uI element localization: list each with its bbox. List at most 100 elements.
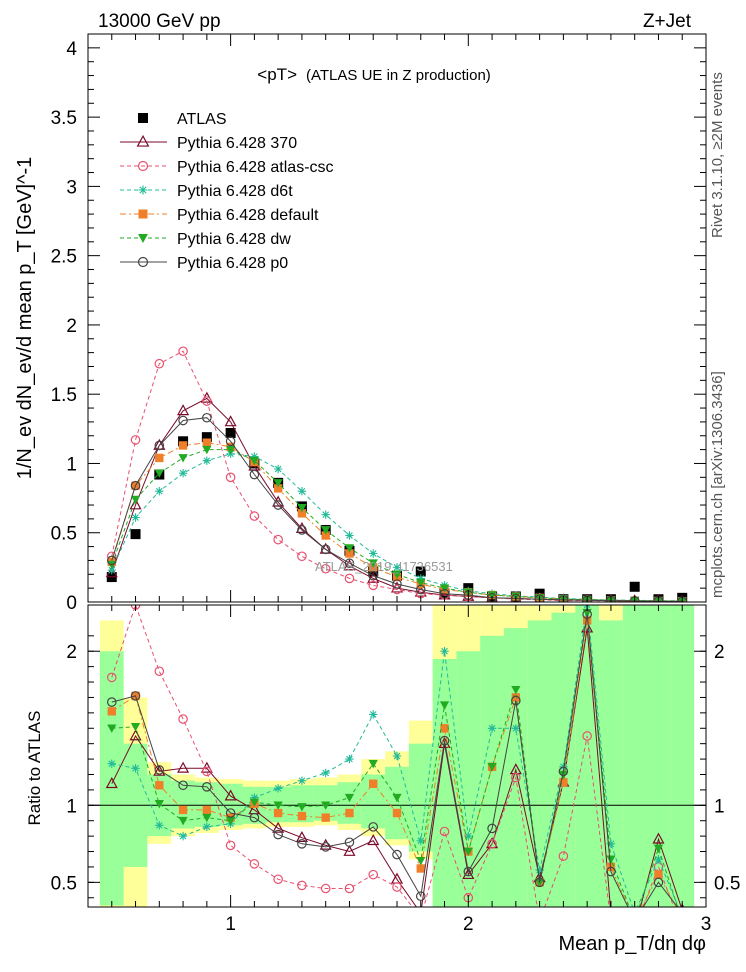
ratio-series-line <box>111 628 682 907</box>
ratio-data-point <box>392 849 402 860</box>
ratio-y-tick-label-right: 0.5 <box>714 873 740 894</box>
ratio-data-point <box>630 909 638 917</box>
ratio-green-band <box>408 743 433 852</box>
main-data-point <box>177 404 190 416</box>
legend-label: Pythia 6.428 dw <box>177 231 291 248</box>
main-y-tick-label: 0 <box>66 593 77 614</box>
ratio-data-point <box>392 882 402 892</box>
main-data-point <box>154 469 164 478</box>
ratio-data-point <box>297 839 307 849</box>
main-data-point <box>392 584 402 595</box>
ratio-data-point <box>440 724 449 733</box>
main-data-point <box>225 445 236 455</box>
ratio-data-point <box>678 924 686 932</box>
ratio-data-point <box>582 731 592 741</box>
main-data-point <box>249 469 260 480</box>
ratio-data-point <box>249 812 260 823</box>
main-data-point <box>629 581 640 592</box>
main-y-tick-label: 2 <box>66 316 77 337</box>
main-data-point <box>416 574 425 583</box>
ratio-data-point <box>106 672 117 683</box>
legend-marker <box>137 160 149 172</box>
ratio-data-point <box>225 816 236 826</box>
ratio-data-point <box>129 729 142 741</box>
ratio-y-tick-label: 0.5 <box>51 873 77 894</box>
main-data-point <box>321 531 330 540</box>
ratio-data-point <box>178 780 188 791</box>
chart-subtitle: (ATLAS UE in Z production) <box>306 67 491 84</box>
main-data-point <box>321 510 330 519</box>
ratio-data-point <box>319 838 332 850</box>
ratio-data-point <box>202 813 212 823</box>
main-data-point <box>369 549 378 558</box>
ratio-data-point <box>344 883 355 894</box>
ratio-data-point <box>344 793 355 803</box>
ratio-green-band <box>361 774 386 829</box>
ratio-data-point <box>630 923 640 932</box>
main-data-point <box>130 495 141 505</box>
ratio-data-point <box>273 808 283 818</box>
ratio-data-point <box>297 776 307 785</box>
main-data-point <box>415 566 426 577</box>
main-data-point <box>368 580 379 591</box>
main-data-point <box>297 551 307 562</box>
main-y-tick-label: 4 <box>66 39 77 60</box>
main-data-point <box>224 415 237 427</box>
main-y-tick-label: 1.5 <box>51 385 77 406</box>
main-y-tick-label: 3 <box>66 177 77 198</box>
ratio-data-point <box>487 823 497 834</box>
main-data-point <box>321 526 331 535</box>
ratio-data-point <box>225 808 236 818</box>
legend-entry-4: Pythia 6.428 default <box>120 207 319 224</box>
main-data-point <box>155 486 164 496</box>
ratio-data-point <box>417 914 425 922</box>
main-data-point <box>392 563 402 572</box>
ratio-data-point <box>606 839 616 849</box>
main-data-point <box>487 593 497 602</box>
main-y-tick-label: 1 <box>66 454 77 475</box>
ratio-data-point <box>630 924 638 932</box>
ratio-green-band <box>527 620 552 907</box>
main-data-point <box>202 438 212 447</box>
ratio-data-point <box>511 695 521 706</box>
ratio-data-point <box>106 697 117 707</box>
ratio-data-point <box>487 724 497 733</box>
energy-label: 13000 GeV pp <box>98 11 221 32</box>
legend-marker <box>137 256 149 268</box>
ratio-data-point <box>653 844 664 854</box>
main-y-axis-label: 1/N_ev dN_ev/d mean p_T [GeV]^-1 <box>14 157 36 480</box>
ratio-data-point <box>321 768 330 778</box>
ratio-data-point <box>249 859 260 869</box>
ratio-data-point <box>367 834 380 846</box>
ratio-data-point <box>630 917 639 925</box>
ratio-data-point <box>297 880 307 891</box>
ratio-data-point <box>606 866 616 877</box>
ratio-data-point <box>511 772 521 783</box>
main-data-point <box>343 559 356 571</box>
main-data-point <box>345 549 354 558</box>
ratio-data-point <box>295 830 308 843</box>
ratio-green-band <box>218 783 243 826</box>
main-data-point <box>344 573 355 584</box>
main-data-point <box>225 427 236 438</box>
ratio-data-point <box>345 754 354 764</box>
ratio-data-point <box>249 798 260 807</box>
legend-label: ATLAS <box>177 111 227 128</box>
legend-label: Pythia 6.428 370 <box>177 135 297 152</box>
rivet-version-label: Rivet 3.1.10, ≥2M events <box>709 72 726 238</box>
legend-label: Pythia 6.428 p0 <box>177 255 288 272</box>
main-data-point <box>202 456 212 465</box>
ratio-data-point <box>320 842 331 852</box>
main-data-point <box>439 584 450 593</box>
legend-entry-5: Pythia 6.428 dw <box>120 231 291 248</box>
ratio-data-point <box>511 693 521 702</box>
legend-marker <box>136 134 150 147</box>
ratio-data-point <box>155 821 164 830</box>
ratio-data-point <box>369 710 378 719</box>
main-data-point <box>273 484 283 493</box>
ratio-data-point <box>344 837 355 848</box>
ratio-data-point <box>652 832 665 844</box>
ratio-data-point <box>368 759 378 769</box>
main-data-point <box>273 479 283 488</box>
legend-entry-3: Pythia 6.428 d6t <box>120 183 293 200</box>
